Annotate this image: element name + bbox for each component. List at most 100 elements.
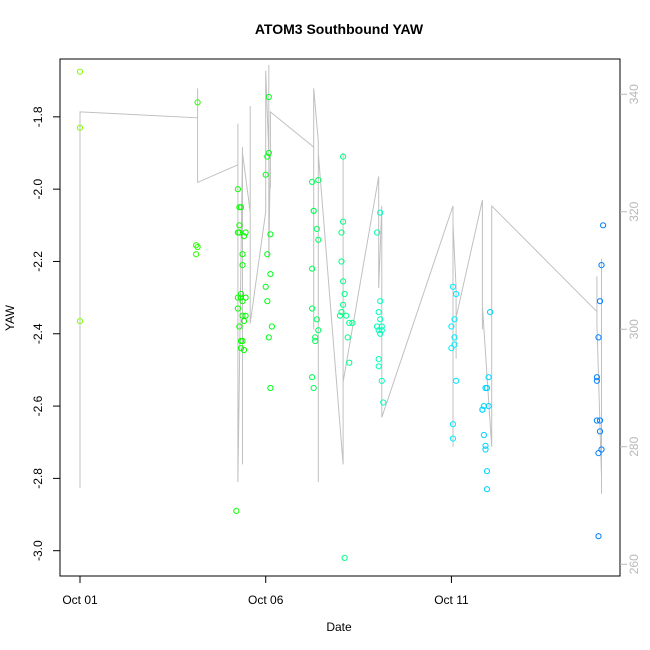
data-point: [267, 231, 274, 238]
data-point: [375, 309, 382, 316]
y-right-tick-label: 340: [627, 84, 641, 104]
data-point: [377, 330, 384, 337]
data-point: [76, 68, 84, 75]
data-point: [338, 229, 345, 236]
data-point: [240, 346, 248, 354]
data-point: [483, 486, 491, 493]
data-point: [264, 251, 271, 258]
data-point: [340, 301, 347, 308]
data-point: [380, 399, 387, 406]
data-point: [237, 204, 245, 211]
data-point: [487, 309, 494, 316]
data-point: [340, 153, 347, 160]
y-left-tick-label: -2.8: [31, 468, 45, 489]
data-point: [313, 316, 320, 323]
data-point: [451, 341, 458, 348]
data-point: [312, 334, 319, 341]
y-axis-right: 260 280 300 320 340: [620, 84, 641, 574]
data-point: [451, 334, 458, 341]
y-left-tick-label: -3.0: [31, 540, 45, 561]
data-point: [449, 435, 457, 442]
data-point: [453, 377, 460, 384]
data-point: [237, 345, 245, 352]
data-point: [375, 363, 382, 370]
data-point: [341, 290, 348, 298]
data-point: [240, 318, 248, 325]
y-left-tick-label: -1.8: [31, 106, 45, 127]
x-axis: Oct 01 Oct 06 Oct 11: [62, 575, 469, 607]
y-left-tick-label: -2.0: [31, 178, 45, 199]
data-point: [265, 334, 272, 341]
data-point: [264, 153, 271, 160]
data-point: [242, 294, 249, 301]
data-point: [377, 298, 384, 305]
data-point: [378, 323, 385, 330]
data-point: [595, 533, 602, 540]
y-right-tick-label: 300: [627, 319, 641, 339]
data-point: [262, 283, 269, 290]
data-point: [265, 149, 272, 157]
y-right-tick-label: 260: [627, 554, 641, 574]
data-point: [267, 271, 274, 278]
data-point: [598, 446, 605, 453]
data-point: [451, 316, 458, 323]
data-point: [595, 334, 602, 341]
data-point: [479, 406, 486, 413]
data-point: [346, 319, 353, 326]
data-point: [596, 417, 604, 424]
data-point: [374, 323, 381, 330]
data-point: [268, 323, 275, 330]
data-point: [310, 384, 317, 392]
data-point: [338, 258, 345, 265]
data-point: [374, 229, 381, 236]
data-point: [485, 403, 492, 410]
data-point: [449, 421, 457, 428]
data-point: [596, 428, 604, 435]
y-left-tick-label: -2.2: [31, 251, 45, 272]
data-point: [240, 233, 248, 240]
data-point: [341, 554, 348, 562]
data-point: [377, 316, 384, 323]
data-point: [236, 222, 243, 229]
data-point: [593, 417, 601, 424]
data-point: [76, 124, 84, 131]
data-point: [234, 305, 241, 312]
data-point: [239, 298, 246, 305]
data-point: [194, 243, 201, 251]
data-point: [310, 207, 317, 214]
data-point: [596, 298, 604, 305]
data-point: [344, 334, 351, 341]
data-point: [482, 446, 489, 453]
x-axis-label: Date: [326, 620, 352, 634]
point-series: [76, 68, 607, 562]
y-right-tick-label: 280: [627, 436, 641, 456]
data-point: [242, 312, 249, 319]
data-point: [236, 229, 243, 236]
data-point: [349, 319, 356, 326]
y-axis-left: -3.0 -2.8 -2.6 -2.4 -2.2 -2.0 -1.8: [31, 106, 60, 561]
data-point: [595, 450, 602, 457]
yaw-line: [79, 64, 602, 494]
x-tick-label: Oct 11: [434, 593, 469, 607]
data-point: [600, 222, 607, 229]
chart-title: ATOM3 Southbound YAW: [255, 21, 424, 37]
data-point: [338, 309, 345, 316]
data-point: [236, 323, 243, 330]
data-point: [593, 374, 601, 381]
data-point: [239, 262, 246, 269]
y-left-tick-label: -2.4: [31, 323, 45, 344]
data-point: [234, 186, 241, 193]
data-point: [76, 318, 84, 325]
plot-frame: [59, 58, 621, 577]
data-point: [265, 93, 272, 101]
data-point: [264, 298, 271, 305]
y-right-tick-label: 320: [627, 201, 641, 221]
data-point: [313, 225, 320, 232]
x-tick-label: Oct 06: [248, 593, 284, 607]
x-tick-label: Oct 01: [62, 593, 98, 607]
data-point: [343, 312, 350, 319]
data-point: [598, 262, 605, 269]
y-left-tick-label: -2.6: [31, 395, 45, 416]
data-point: [309, 374, 316, 381]
